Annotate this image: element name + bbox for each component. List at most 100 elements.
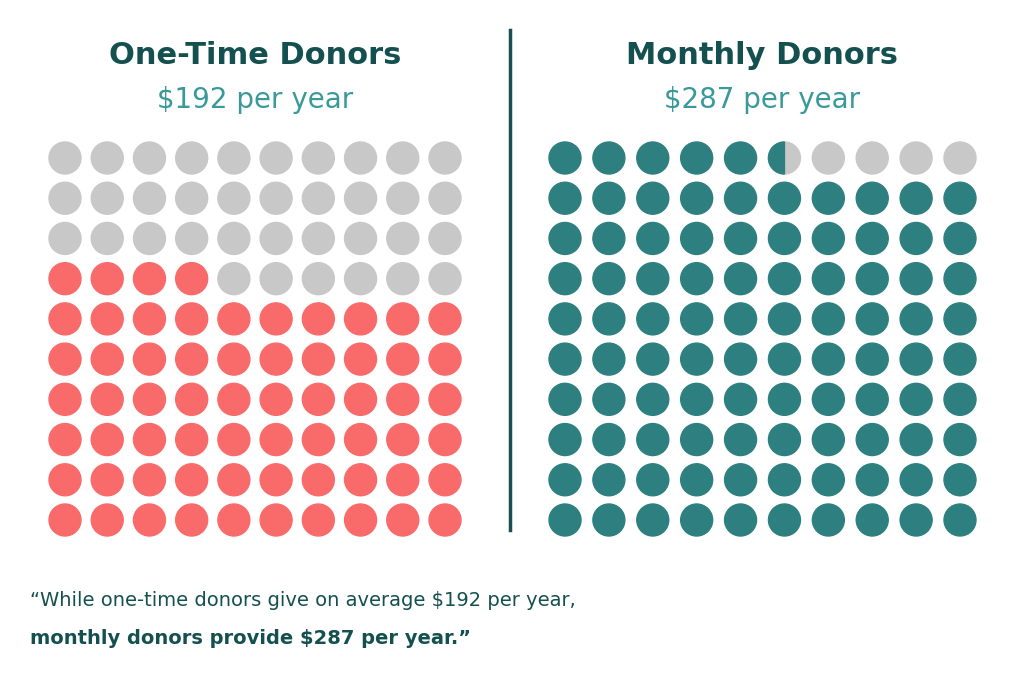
Circle shape <box>387 222 419 254</box>
Circle shape <box>768 423 801 455</box>
Circle shape <box>260 222 292 254</box>
Circle shape <box>91 464 123 496</box>
Circle shape <box>900 142 932 174</box>
Circle shape <box>429 504 461 536</box>
Circle shape <box>593 222 625 254</box>
Circle shape <box>812 464 845 496</box>
Circle shape <box>133 303 166 335</box>
Circle shape <box>768 303 801 335</box>
Circle shape <box>812 423 845 455</box>
Circle shape <box>549 504 581 536</box>
Circle shape <box>176 384 208 416</box>
Circle shape <box>387 384 419 416</box>
Circle shape <box>49 343 81 375</box>
Circle shape <box>768 222 801 254</box>
Circle shape <box>856 423 888 455</box>
Text: “While one-time donors give on average $192 per year,: “While one-time donors give on average $… <box>30 591 575 610</box>
Circle shape <box>944 464 976 496</box>
Circle shape <box>768 504 801 536</box>
Circle shape <box>768 384 801 416</box>
Circle shape <box>944 384 976 416</box>
Circle shape <box>344 303 377 335</box>
Circle shape <box>681 423 713 455</box>
Circle shape <box>637 423 669 455</box>
Circle shape <box>429 222 461 254</box>
Circle shape <box>593 263 625 295</box>
Circle shape <box>812 343 845 375</box>
Circle shape <box>218 142 250 174</box>
Circle shape <box>900 263 932 295</box>
Circle shape <box>344 423 377 455</box>
Circle shape <box>344 142 377 174</box>
Circle shape <box>218 182 250 214</box>
Circle shape <box>768 343 801 375</box>
Circle shape <box>218 222 250 254</box>
Circle shape <box>91 222 123 254</box>
Circle shape <box>725 423 757 455</box>
Circle shape <box>260 504 292 536</box>
Circle shape <box>429 343 461 375</box>
Circle shape <box>133 384 166 416</box>
Circle shape <box>344 222 377 254</box>
Circle shape <box>387 504 419 536</box>
Circle shape <box>637 263 669 295</box>
Circle shape <box>260 423 292 455</box>
Circle shape <box>429 142 461 174</box>
Circle shape <box>133 343 166 375</box>
Circle shape <box>91 263 123 295</box>
Circle shape <box>387 263 419 295</box>
Circle shape <box>812 504 845 536</box>
Circle shape <box>429 423 461 455</box>
Circle shape <box>49 222 81 254</box>
Circle shape <box>637 384 669 416</box>
Circle shape <box>302 222 334 254</box>
Circle shape <box>49 423 81 455</box>
Circle shape <box>725 343 757 375</box>
Circle shape <box>681 142 713 174</box>
Text: $192 per year: $192 per year <box>157 86 353 114</box>
Circle shape <box>681 464 713 496</box>
Circle shape <box>944 504 976 536</box>
Circle shape <box>725 384 757 416</box>
Circle shape <box>302 182 334 214</box>
Circle shape <box>637 182 669 214</box>
Circle shape <box>302 423 334 455</box>
Circle shape <box>637 303 669 335</box>
Circle shape <box>176 343 208 375</box>
Circle shape <box>725 142 757 174</box>
Circle shape <box>429 182 461 214</box>
Wedge shape <box>768 142 784 174</box>
Circle shape <box>429 464 461 496</box>
Circle shape <box>900 343 932 375</box>
Circle shape <box>49 142 81 174</box>
Circle shape <box>725 504 757 536</box>
Circle shape <box>944 303 976 335</box>
Circle shape <box>900 303 932 335</box>
Circle shape <box>218 303 250 335</box>
Circle shape <box>176 504 208 536</box>
Circle shape <box>133 423 166 455</box>
Circle shape <box>49 263 81 295</box>
Circle shape <box>593 504 625 536</box>
Circle shape <box>900 423 932 455</box>
Circle shape <box>260 142 292 174</box>
Circle shape <box>593 142 625 174</box>
Circle shape <box>856 464 888 496</box>
Circle shape <box>593 182 625 214</box>
Circle shape <box>681 303 713 335</box>
Text: monthly donors provide $287 per year.”: monthly donors provide $287 per year.” <box>30 628 471 648</box>
Circle shape <box>637 464 669 496</box>
Circle shape <box>812 182 845 214</box>
Circle shape <box>49 384 81 416</box>
Circle shape <box>133 222 166 254</box>
Text: One-Time Donors: One-Time Donors <box>109 40 401 70</box>
Circle shape <box>260 263 292 295</box>
Circle shape <box>344 343 377 375</box>
Circle shape <box>49 303 81 335</box>
Circle shape <box>176 222 208 254</box>
Circle shape <box>429 303 461 335</box>
Circle shape <box>260 464 292 496</box>
Circle shape <box>681 263 713 295</box>
Circle shape <box>768 182 801 214</box>
Circle shape <box>133 464 166 496</box>
